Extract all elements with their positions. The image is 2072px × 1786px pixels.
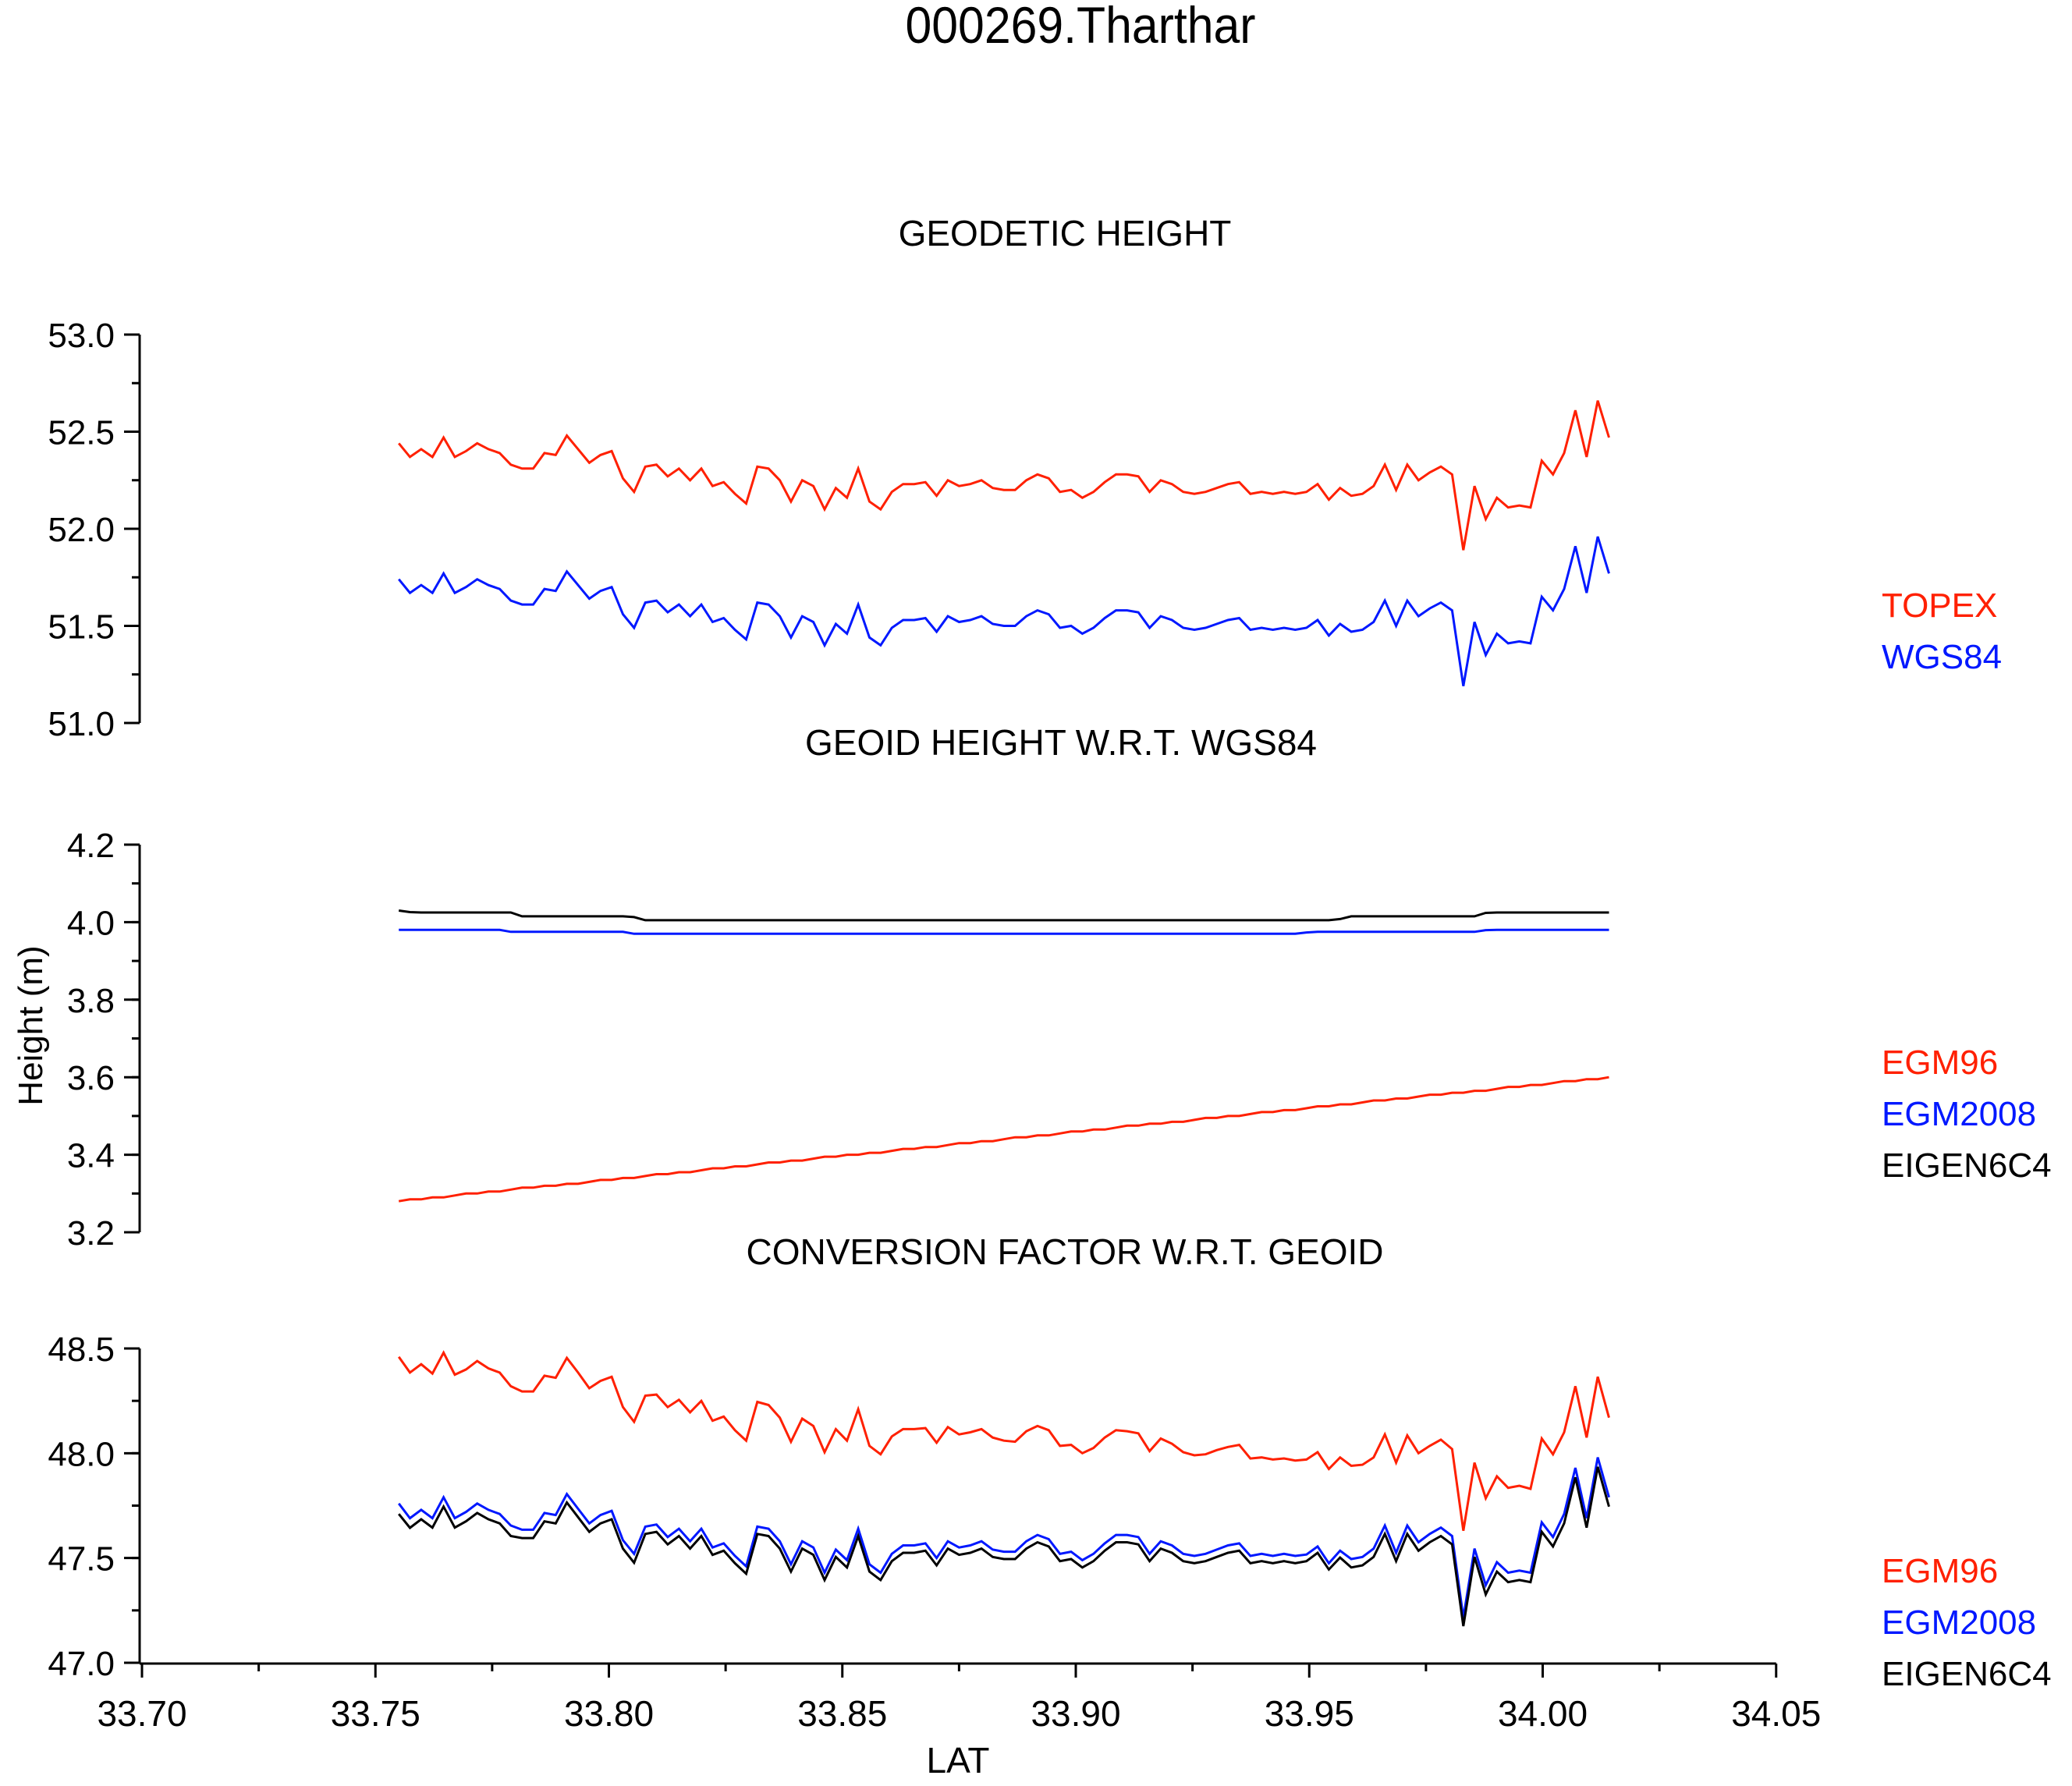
plot-lines-group: [397, 400, 1610, 1627]
legend-geoid-egm96: EGM96: [1882, 1044, 1999, 1082]
x-tick-label: 34.05: [1731, 1693, 1821, 1734]
legend-geoid-egm2008: EGM2008: [1882, 1095, 2037, 1133]
y-tick-label: 48.5: [48, 1331, 115, 1369]
legend-geoid-eigen6c4: EIGEN6C4: [1882, 1146, 2052, 1185]
line-conv-egm2008: [398, 1457, 1610, 1618]
y-tick-label: 51.5: [48, 608, 115, 647]
legend-conv-egm96: EGM96: [1882, 1552, 1999, 1590]
y-tick-label: 47.0: [48, 1645, 115, 1683]
axes-group: 53.0 52.5 52.0 51.5 51.0 4.2 4.0 3.8 3.6 3.4 3.2 48…: [48, 317, 1821, 1734]
legend-topex: TOPEX: [1882, 586, 1998, 625]
x-tick-label: 33.95: [1265, 1693, 1354, 1734]
line-conv-eigen6c4: [398, 1466, 1610, 1627]
y-tick-label: 48.0: [48, 1435, 115, 1473]
legend-wgs84: WGS84: [1882, 638, 2003, 676]
y-tick-label: 4.0: [67, 904, 115, 942]
line-geoid-egm2008: [399, 928, 1609, 935]
x-tick-label: 33.80: [564, 1693, 654, 1734]
panel-title-geoid-height: GEOID HEIGHT W.R.T. WGS84: [804, 722, 1318, 763]
y-tick-label: 3.6: [67, 1059, 115, 1097]
y-tick-label: 3.4: [67, 1137, 115, 1175]
legend-conv-eigen6c4: EIGEN6C4: [1882, 1655, 2052, 1693]
y-tick-label: 51.0: [48, 705, 115, 743]
panel-title-geodetic-height: GEODETIC HEIGHT: [898, 213, 1232, 253]
legend-conv-egm2008: EGM2008: [1882, 1604, 2037, 1642]
x-tick-label: 33.90: [1031, 1693, 1120, 1734]
x-axis-label: LAT: [926, 1740, 990, 1781]
y-tick-label: 52.5: [48, 414, 115, 452]
panel-title-conversion-factor: CONVERSION FACTOR W.R.T. GEOID: [746, 1231, 1384, 1272]
y-tick-label: 3.2: [67, 1214, 115, 1253]
line-wgs84: [398, 536, 1610, 686]
line-conv-egm96: [397, 1350, 1610, 1531]
y-tick-label: 53.0: [48, 317, 115, 355]
y-tick-label: 3.8: [67, 982, 115, 1020]
y-tick-label: 52.0: [48, 511, 115, 549]
line-geoid-egm96: [398, 1075, 1609, 1203]
line-topex: [398, 400, 1610, 551]
y-tick-label: 4.2: [67, 827, 115, 865]
chart-title: 000269.Tharthar: [905, 0, 1256, 54]
x-tick-label: 33.70: [97, 1693, 186, 1734]
y-tick-label: 47.5: [48, 1540, 115, 1579]
x-tick-label: 34.00: [1498, 1693, 1588, 1734]
line-geoid-eigen6c4: [398, 909, 1609, 922]
x-tick-label: 33.85: [797, 1693, 887, 1734]
x-tick-label: 33.75: [331, 1693, 420, 1734]
